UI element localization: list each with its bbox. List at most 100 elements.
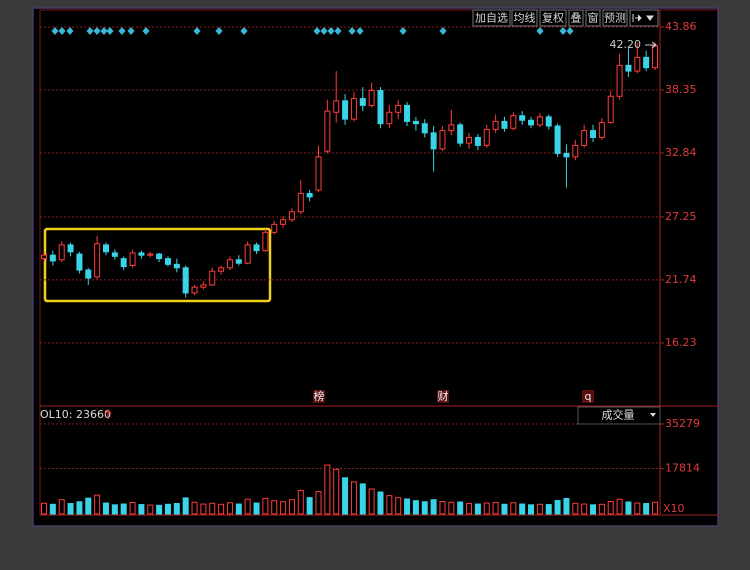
candle-body xyxy=(120,258,127,268)
y-tick-label: 17814 xyxy=(665,462,700,475)
toolbar-button[interactable] xyxy=(568,9,584,27)
candle-body xyxy=(76,253,83,271)
volume-bar xyxy=(164,503,171,515)
volume-bar xyxy=(377,491,384,515)
toolbar-button-label[interactable]: 复权 xyxy=(542,11,564,25)
annotation: 财 xyxy=(438,389,449,403)
volume-bar xyxy=(315,491,322,515)
toolbar-button-label[interactable]: 均线 xyxy=(514,11,536,25)
volume-bar xyxy=(536,503,543,515)
volume-bar xyxy=(563,497,570,515)
annotation-badge xyxy=(313,390,325,403)
toolbar-button[interactable] xyxy=(585,9,601,27)
volume-bar xyxy=(474,503,481,515)
candle-body xyxy=(324,110,331,152)
candle-body xyxy=(333,100,340,113)
volume-bar xyxy=(598,503,605,515)
volume-bar xyxy=(262,497,269,515)
y-tick-label: 43.86 xyxy=(665,20,697,33)
candle-body xyxy=(306,192,313,198)
volume-bar xyxy=(492,502,499,515)
volume-selector[interactable] xyxy=(577,406,661,425)
volume-bar xyxy=(412,500,419,515)
volume-bar xyxy=(111,504,118,515)
volume-bar xyxy=(200,503,207,515)
toolbar-button-label[interactable]: 窗 xyxy=(588,11,599,25)
toolbar: 加自选 均线 复权叠窗预测 xyxy=(472,9,659,27)
volume-bar xyxy=(147,504,154,515)
volume-bar xyxy=(297,490,304,515)
candle-body xyxy=(616,64,623,97)
volume-bar xyxy=(430,499,437,515)
volume-bar xyxy=(102,502,109,515)
candle-body xyxy=(519,115,526,121)
volume-bar xyxy=(333,468,340,515)
volume-bar xyxy=(218,503,225,515)
event-marker xyxy=(127,27,135,35)
candle-body xyxy=(191,286,198,294)
candle-body xyxy=(448,124,455,132)
candle-body xyxy=(643,56,650,69)
event-marker xyxy=(327,27,335,35)
candle-body xyxy=(244,244,251,264)
candle-body xyxy=(466,136,473,144)
volume-bar xyxy=(466,503,473,515)
annotation-badge xyxy=(437,390,449,403)
event-marker xyxy=(215,27,223,35)
volume-bar xyxy=(138,504,145,515)
event-marker xyxy=(399,27,407,35)
volume-bar xyxy=(404,498,411,515)
volume-bar xyxy=(226,502,233,515)
volume-bar xyxy=(41,502,47,515)
toolbar-button-label[interactable]: 预测 xyxy=(604,12,626,25)
volume-bar xyxy=(448,501,455,515)
toolbar-button[interactable] xyxy=(472,9,511,27)
candle-body xyxy=(634,56,641,72)
event-marker xyxy=(439,27,447,35)
toolbar-button[interactable] xyxy=(602,9,628,27)
labels: 16.23 21.74 27.25 32.84 38.35 43.86 榜 财 q 17814 35… xyxy=(313,20,700,475)
volume-bar xyxy=(616,498,623,515)
candle-body xyxy=(129,252,136,266)
volume-selector-label[interactable]: 成交量 xyxy=(602,408,635,422)
event-marker xyxy=(51,27,59,35)
candle-body xyxy=(492,120,499,130)
candle-body xyxy=(554,125,561,154)
candle-body xyxy=(439,130,446,150)
annotation-badge xyxy=(582,390,594,403)
toolbar-button[interactable] xyxy=(511,9,538,27)
volume-bar xyxy=(554,499,561,515)
volume-bar xyxy=(58,499,65,515)
toolbar-button-label[interactable]: 加自选 xyxy=(475,12,508,25)
candle-body xyxy=(164,258,171,265)
candle-body xyxy=(67,244,74,253)
candle-body xyxy=(288,211,295,221)
candle-body xyxy=(209,270,216,286)
candle-body xyxy=(412,120,419,125)
volume-bar xyxy=(288,499,295,515)
candle-body xyxy=(368,90,375,106)
candle-body xyxy=(607,95,614,124)
candle-body xyxy=(652,45,658,69)
annotation: 榜 xyxy=(314,389,325,403)
volume-bar xyxy=(350,481,357,515)
candle-body xyxy=(510,115,517,129)
candle-body xyxy=(200,284,207,288)
candle-body xyxy=(430,132,437,150)
volume-bar xyxy=(581,503,588,515)
candle-body xyxy=(421,123,428,134)
toolbar-button[interactable] xyxy=(539,9,567,27)
candle-body xyxy=(315,156,322,191)
volume-bar xyxy=(342,477,349,515)
candle-body xyxy=(581,130,588,146)
toolbar-icon-button[interactable] xyxy=(629,9,659,27)
volume-bar xyxy=(244,498,251,515)
toolbar-button-label[interactable]: 叠 xyxy=(571,12,582,25)
dropdown-arrow xyxy=(650,413,656,417)
event-marker xyxy=(93,27,101,35)
candle-body xyxy=(226,259,233,269)
candle-body xyxy=(590,130,597,138)
candle-body xyxy=(350,98,357,120)
y-tick-label: 16.23 xyxy=(665,336,697,349)
